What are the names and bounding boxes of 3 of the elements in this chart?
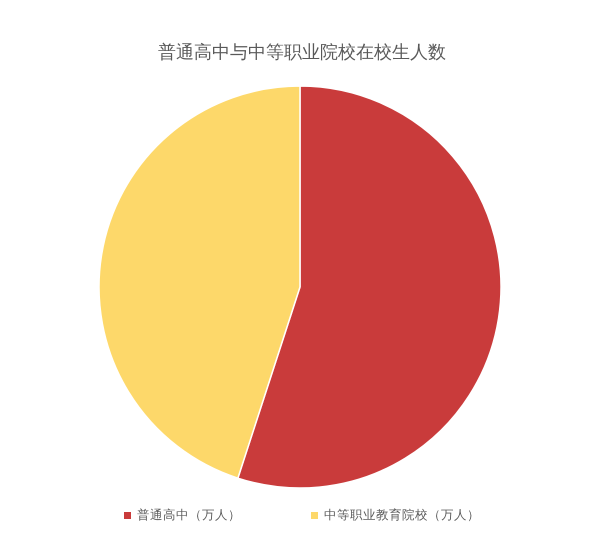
legend-label: 中等职业教育院校（万人） bbox=[324, 507, 480, 524]
legend-label: 普通高中（万人） bbox=[137, 507, 241, 524]
chart-title: 普通高中与中等职业院校在校生人数 bbox=[157, 41, 447, 64]
